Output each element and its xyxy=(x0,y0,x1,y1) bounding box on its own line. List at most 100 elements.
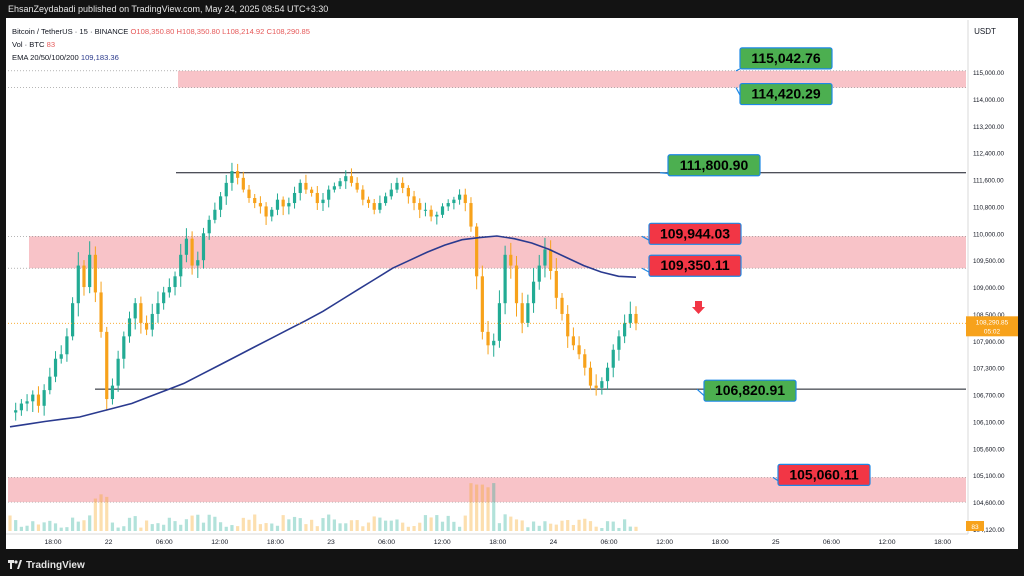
candle-body xyxy=(122,336,126,359)
time-tick-label: 23 xyxy=(327,539,335,546)
price-tick-label: 107,300.00 xyxy=(973,366,1005,373)
publish-header: EhsanZeydabadi published on TradingView.… xyxy=(0,0,1024,18)
candle-body xyxy=(105,331,109,400)
volume-bar xyxy=(566,520,570,531)
volume-bar xyxy=(287,519,291,531)
volume-bar xyxy=(617,527,621,531)
time-tick-label: 12:00 xyxy=(656,539,673,546)
price-tick-label: 110,000.00 xyxy=(973,231,1005,238)
volume-bar xyxy=(600,527,604,531)
volume-bar xyxy=(167,517,171,531)
volume-bar xyxy=(36,524,41,531)
candle-body xyxy=(310,189,314,193)
volume-bar xyxy=(452,521,456,531)
candle-body xyxy=(201,233,206,261)
volume-bar xyxy=(59,527,63,531)
volume-bar xyxy=(628,526,632,531)
volume-bar xyxy=(99,494,103,531)
tradingview-logo[interactable]: TradingView xyxy=(8,559,85,572)
level-label-text: 109,944.03 xyxy=(660,225,730,241)
volume-bar xyxy=(270,523,274,531)
candle-body xyxy=(537,265,541,282)
candle-body xyxy=(475,226,479,277)
volume-bar xyxy=(406,526,410,531)
legend-ema-label: EMA 20/50/100/200 xyxy=(12,53,79,62)
candle-body xyxy=(133,303,137,319)
volume-bar xyxy=(355,520,359,531)
volume-bar xyxy=(594,526,598,531)
candle-body xyxy=(71,303,75,337)
volume-bar xyxy=(469,483,473,531)
volume-bar xyxy=(42,522,46,531)
candle-body xyxy=(315,192,319,204)
volume-bar xyxy=(577,519,581,531)
volume-bar xyxy=(144,520,149,531)
candle-body xyxy=(378,203,382,210)
candle-body xyxy=(344,176,348,182)
candle-body xyxy=(93,254,97,293)
volume-bar xyxy=(190,515,194,531)
price-tick-label: 110,800.00 xyxy=(973,204,1005,211)
volume-tag-text: 83 xyxy=(971,524,979,531)
legend-vol-value: 83 xyxy=(46,40,56,49)
level-label: 109,944.03 xyxy=(641,222,742,245)
time-tick-label: 22 xyxy=(105,539,113,546)
volume-bar xyxy=(435,515,439,531)
volume-bar xyxy=(184,519,189,531)
price-tick-label: 112,400.00 xyxy=(973,151,1005,158)
volume-bar xyxy=(526,527,530,531)
volume-bar xyxy=(281,515,285,531)
volume-bar xyxy=(315,526,319,531)
volume-bar xyxy=(162,524,166,531)
volume-bar xyxy=(384,520,388,531)
candle-body xyxy=(566,313,570,337)
time-tick-label: 18:00 xyxy=(934,539,951,546)
candle-body xyxy=(401,182,405,188)
volume-bar xyxy=(127,517,132,531)
volume-bar xyxy=(401,522,405,531)
candle-body xyxy=(497,303,502,341)
volume-bar xyxy=(241,517,245,531)
volume-bar xyxy=(520,520,524,531)
supply-demand-zone xyxy=(178,70,966,88)
tradingview-logo-icon xyxy=(8,560,22,569)
candle-body xyxy=(236,171,240,178)
volume-bar xyxy=(196,514,200,531)
volume-bar xyxy=(48,520,52,531)
candle-body xyxy=(628,313,632,323)
volume-bar xyxy=(497,523,502,531)
level-label-text: 114,420.29 xyxy=(751,86,821,102)
supply-demand-zone xyxy=(29,236,966,269)
candle-body xyxy=(241,177,245,190)
volume-bar xyxy=(537,525,541,531)
candle-body xyxy=(150,313,154,330)
level-label-text: 105,060.11 xyxy=(789,466,859,482)
level-label: 105,060.11 xyxy=(772,463,871,486)
candle-body xyxy=(247,189,251,199)
candle-body xyxy=(395,182,399,190)
candle-body xyxy=(184,238,189,255)
volume-bar xyxy=(230,525,234,531)
volume-bar xyxy=(531,521,536,531)
candle-body xyxy=(253,198,257,204)
volume-bar xyxy=(418,522,422,531)
candle-body xyxy=(526,303,530,323)
volume-bar xyxy=(321,518,325,531)
candle-body xyxy=(605,367,610,382)
volume-bar xyxy=(475,484,479,531)
candle-body xyxy=(514,265,519,304)
volume-bar xyxy=(372,516,376,531)
time-tick-label: 06:00 xyxy=(600,539,617,546)
volume-bar xyxy=(53,523,58,531)
footer-brand: TradingView xyxy=(26,560,85,571)
time-tick-label: 18:00 xyxy=(712,539,729,546)
volume-bar xyxy=(173,521,177,531)
candle-body xyxy=(457,194,462,200)
level-label-text: 109,350.11 xyxy=(660,257,730,273)
level-label: 106,820.91 xyxy=(696,379,797,402)
candle-body xyxy=(127,318,132,337)
volume-bar xyxy=(14,520,18,531)
candle-body xyxy=(611,349,615,368)
legend-volume-row: Vol · BTC 83 xyxy=(12,38,310,51)
